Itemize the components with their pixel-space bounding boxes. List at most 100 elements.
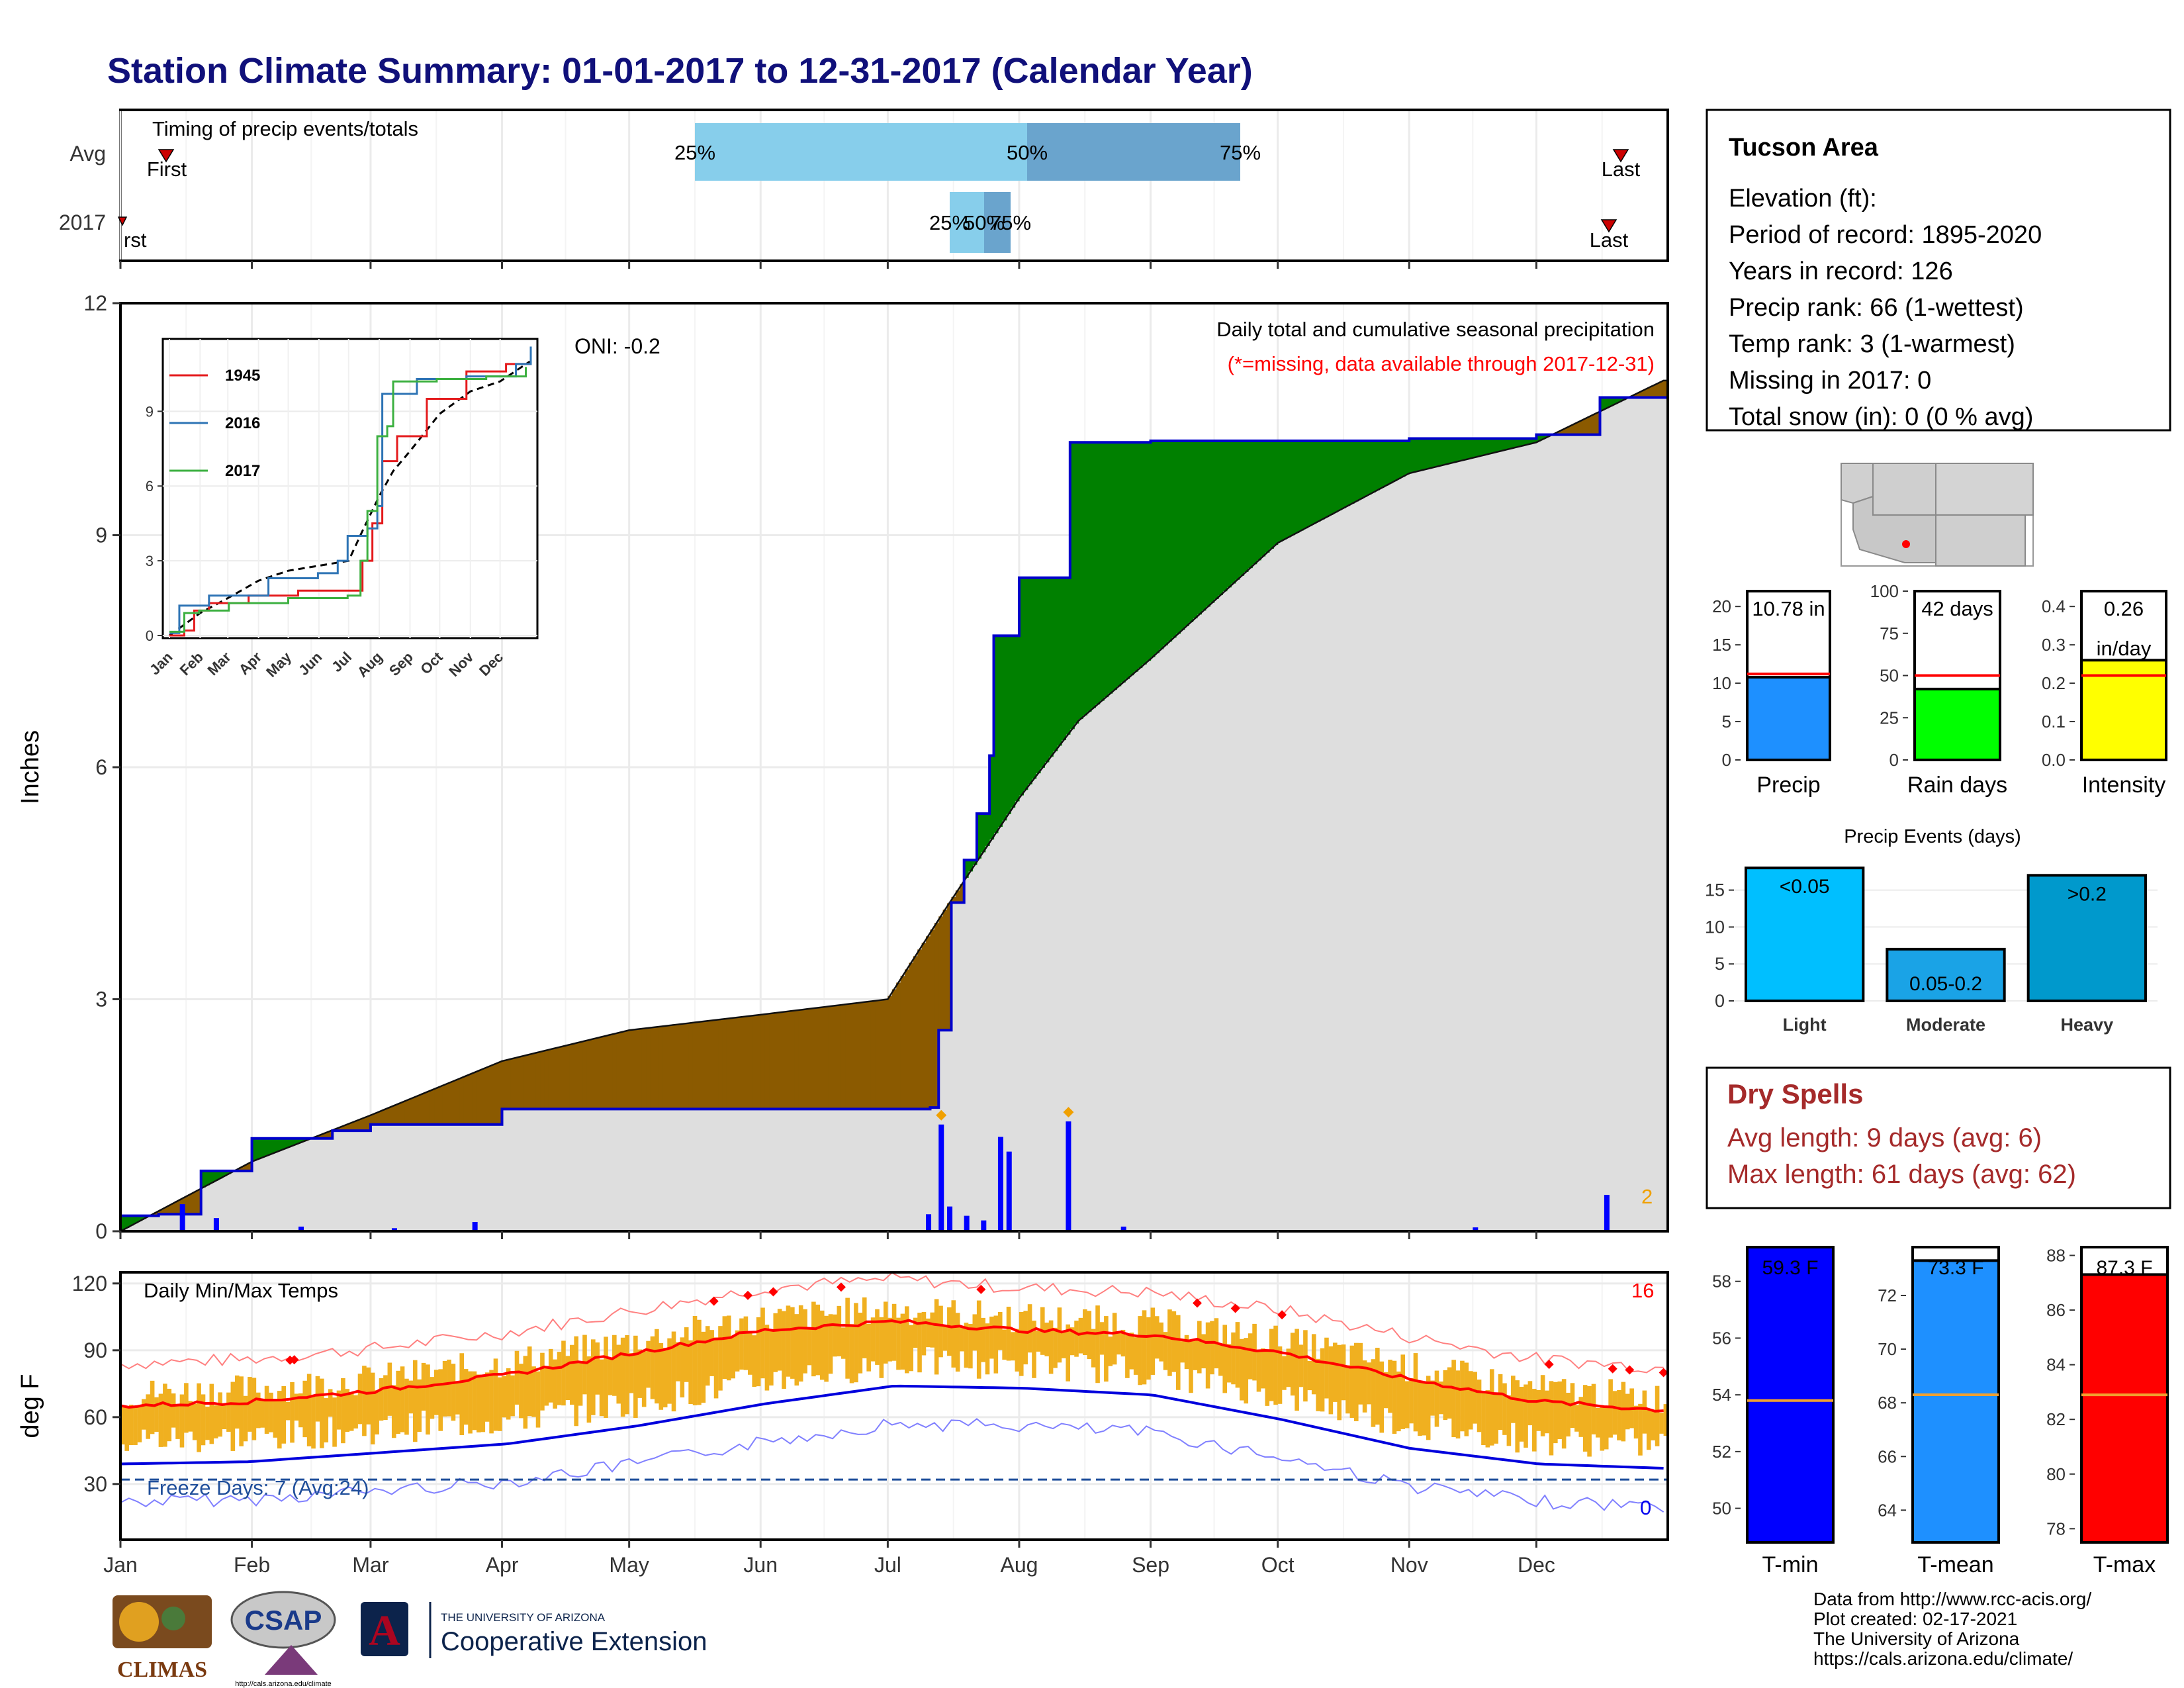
daily-precip-bar (1473, 1227, 1479, 1231)
record-precip-marker (1063, 1107, 1074, 1118)
daily-temp-bar (345, 1389, 350, 1432)
deficit-segment (705, 1021, 710, 1109)
surplus-segment (218, 1170, 223, 1179)
surplus-segment (1265, 440, 1270, 553)
x-label-Jul: Jul (874, 1553, 901, 1577)
surplus-segment (1536, 434, 1541, 442)
mini-tick-label: 25 (1880, 708, 1899, 727)
x-label-Jun: Jun (743, 1553, 778, 1577)
deficit-segment (1591, 414, 1596, 435)
surplus-segment (1430, 438, 1435, 468)
surplus-segment (1379, 440, 1385, 489)
surplus-segment (142, 1215, 147, 1219)
deficit-segment (324, 1133, 329, 1139)
daily-temp-bar (124, 1407, 130, 1451)
surplus-segment (1175, 440, 1181, 634)
daily-temp-bar (468, 1371, 473, 1434)
daily-temp-bar (926, 1318, 931, 1348)
daily-temp-bar (743, 1316, 749, 1370)
daily-temp-bar (302, 1380, 308, 1438)
record-precip-marker (936, 1109, 947, 1121)
daily-temp-bar (1498, 1374, 1503, 1430)
daily-temp-bar (1561, 1379, 1567, 1449)
deficit-segment (489, 1065, 494, 1125)
y-label-0: 0 (95, 1219, 107, 1243)
daily-temp-bar (985, 1323, 990, 1375)
daily-temp-bar (336, 1390, 341, 1430)
daily-temp-bar (1324, 1337, 1329, 1399)
daily-temp-bar (1201, 1334, 1206, 1369)
daily-temp-bar (1621, 1382, 1626, 1442)
daily-temp-bar (404, 1378, 409, 1435)
events-tick-label: 15 (1705, 880, 1725, 900)
daily-temp-bar (650, 1336, 655, 1399)
temp-bar-tick-label: 84 (2046, 1355, 2066, 1375)
deficit-segment (561, 1046, 567, 1109)
surplus-segment (137, 1215, 142, 1221)
daily-temp-bar (1015, 1329, 1020, 1372)
events-tick-label: 0 (1715, 991, 1725, 1011)
daily-temp-bar (171, 1393, 176, 1428)
daily-temp-bar (769, 1329, 774, 1386)
deficit-segment (934, 923, 939, 1108)
surplus-segment (1532, 438, 1537, 444)
daily-temp-bar (713, 1337, 719, 1399)
daily-temp-bar (1553, 1382, 1558, 1444)
daily-temp-bar (1091, 1329, 1096, 1368)
daily-temp-bar (667, 1338, 672, 1404)
deficit-segment (434, 1088, 439, 1125)
daily-temp-bar (1566, 1393, 1570, 1437)
daily-temp-bar (782, 1311, 786, 1389)
daily-temp-bar (417, 1379, 422, 1432)
surplus-segment (133, 1215, 138, 1224)
surplus-segment (1524, 438, 1529, 445)
timing-label: Timing of precip events/totals (152, 117, 418, 140)
precip-layers (120, 379, 1668, 1233)
deficit-segment (455, 1079, 461, 1125)
surplus-segment (1468, 438, 1473, 459)
deficit-segment (1557, 431, 1563, 435)
daily-temp-bar (493, 1358, 498, 1431)
deficit-segment (557, 1047, 562, 1109)
surplus-segment (1277, 440, 1283, 542)
daily-temp-bar (1138, 1316, 1142, 1385)
daily-temp-bar (662, 1348, 668, 1408)
deficit-segment (650, 1027, 655, 1109)
surplus-segment (1015, 635, 1020, 802)
deficit-segment (430, 1090, 435, 1125)
daily-temp-bar (676, 1342, 680, 1382)
surplus-segment (1358, 440, 1363, 500)
surplus-segment (1019, 577, 1024, 796)
deficit-segment (1646, 387, 1651, 398)
daily-temp-bar (1587, 1386, 1592, 1457)
y-label-6: 6 (95, 755, 107, 779)
deficit-segment (926, 936, 931, 1109)
daily-temp-bar (294, 1393, 299, 1421)
daily-temp-bar (1087, 1311, 1092, 1360)
deficit-segment (671, 1025, 676, 1109)
deficit-segment (379, 1111, 384, 1125)
daily-temp-bar (324, 1398, 329, 1442)
record-high-marker (768, 1287, 778, 1297)
deficit-segment (841, 1004, 846, 1109)
surplus-segment (1295, 440, 1300, 533)
surplus-segment (1612, 397, 1617, 404)
timing-row-2017: 2017 (59, 211, 106, 234)
deficit-segment (1642, 389, 1647, 398)
cold-days-count: 0 (1640, 1496, 1651, 1519)
daily-temp-bar (811, 1301, 816, 1377)
events-tick-label: 10 (1705, 917, 1725, 937)
deficit-segment (769, 1013, 774, 1109)
daily-temp-bar (1557, 1381, 1563, 1439)
daily-temp-bar (1252, 1323, 1257, 1381)
daily-temp-bar (1180, 1341, 1185, 1363)
daily-temp-bar (142, 1399, 146, 1430)
deficit-segment (913, 956, 918, 1109)
surplus-segment (1095, 442, 1101, 705)
daily-temp-bar (1002, 1329, 1007, 1360)
deficit-segment (477, 1070, 482, 1125)
daily-temp-bar (150, 1380, 155, 1434)
daily-temp-bar (777, 1309, 782, 1371)
timing-avg-50: 50% (1007, 141, 1048, 164)
inset-y-label-9: 9 (146, 403, 154, 420)
